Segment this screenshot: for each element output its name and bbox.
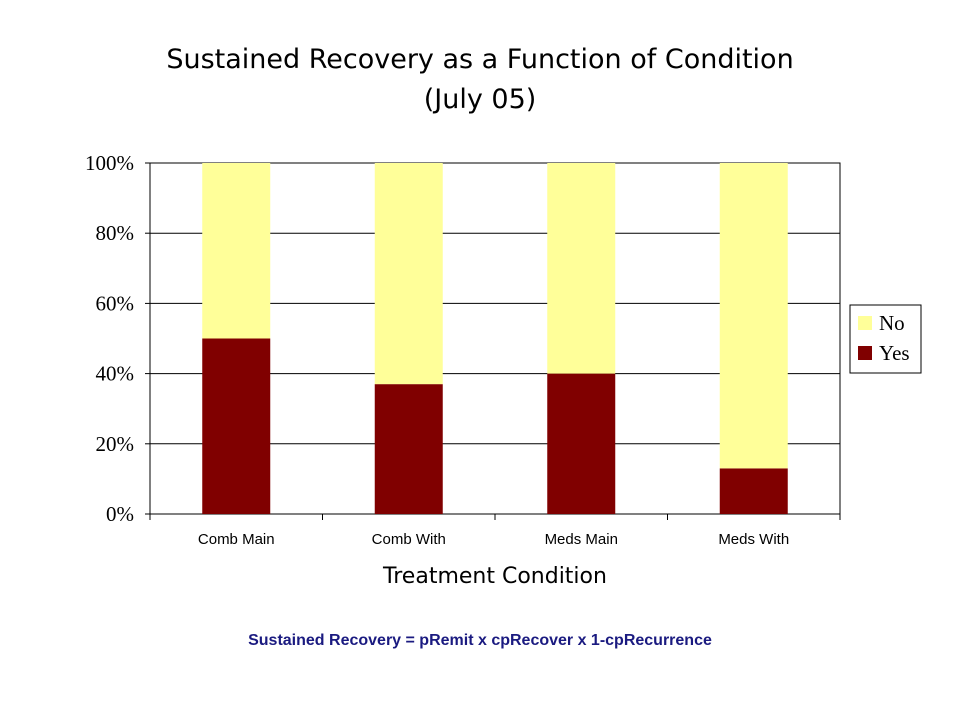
legend-label-yes: Yes [879,341,910,365]
y-axis: 0% 20% 40% 60% 80% 100% [85,151,150,526]
x-axis-label: Treatment Condition [382,564,607,589]
x-category-label: Meds With [718,531,789,548]
bar-no-1 [202,163,271,339]
x-axis: Comb Main Comb With Meds Main Meds With [149,514,841,548]
bar-no-3 [547,163,616,374]
y-tick-label: 20% [96,432,135,456]
bar-no-4 [719,163,788,469]
legend: No Yes [849,304,922,374]
bar-no-2 [374,163,443,385]
x-category-label: Comb Main [198,531,275,548]
y-tick-label: 40% [96,362,135,386]
bars [202,163,788,514]
y-tick-label: 60% [96,291,135,315]
y-tick-label: 80% [96,221,135,245]
x-category-label: Comb With [372,531,446,548]
bar-yes-1 [202,338,271,514]
legend-label-no: No [879,311,905,335]
chart-subtitle: (July 05) [423,84,537,115]
y-tick-label: 0% [106,502,134,526]
x-category-label: Meds Main [545,531,618,548]
bar-yes-4 [719,468,788,514]
chart-title: Sustained Recovery as a Function of Cond… [166,44,794,75]
bar-yes-3 [547,373,616,514]
y-tick-label: 100% [85,151,134,175]
formula-note: Sustained Recovery = pRemit x cpRecover … [248,632,712,649]
legend-swatch-no [858,316,872,330]
bar-yes-2 [374,384,443,514]
legend-swatch-yes [858,346,872,360]
